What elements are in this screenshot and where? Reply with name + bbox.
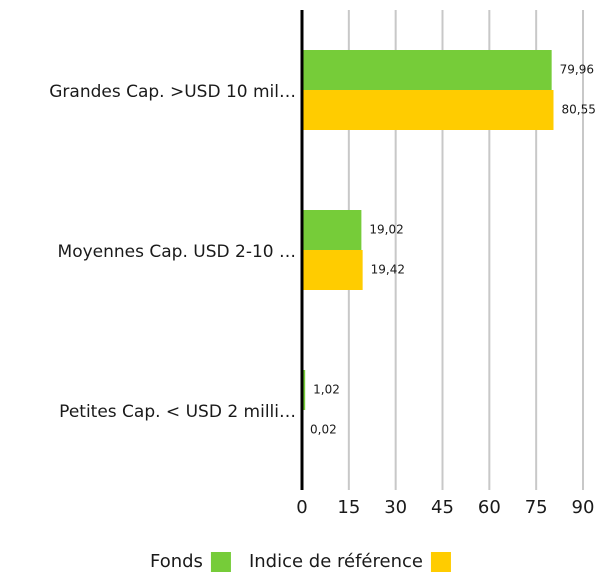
value-label: 79,96 xyxy=(560,63,594,77)
value-label: 0,02 xyxy=(310,423,337,437)
x-tick-label: 45 xyxy=(431,497,454,518)
legend-swatch xyxy=(430,552,451,572)
x-tick-label: 90 xyxy=(572,497,595,518)
legend-swatch xyxy=(210,552,231,572)
value-label: 19,02 xyxy=(369,223,403,237)
x-tick-label: 15 xyxy=(337,497,360,518)
bar xyxy=(302,370,306,410)
bar xyxy=(302,250,363,290)
value-label: 19,42 xyxy=(371,263,405,277)
legend-label: Fonds xyxy=(150,551,203,572)
x-tick-label: 0 xyxy=(296,497,307,518)
bar xyxy=(302,210,362,250)
x-tick-label: 60 xyxy=(478,497,501,518)
category-label: Petites Cap. < USD 2 milli… xyxy=(59,402,296,422)
category-label: Grandes Cap. >USD 10 mil… xyxy=(49,82,296,102)
bar xyxy=(302,50,552,90)
x-tick-label: 75 xyxy=(525,497,548,518)
category-label: Moyennes Cap. USD 2-10 … xyxy=(58,242,296,262)
value-label: 80,55 xyxy=(561,103,595,117)
x-tick-label: 30 xyxy=(384,497,407,518)
value-label: 1,02 xyxy=(313,383,340,397)
bar xyxy=(302,90,554,130)
legend-label: Indice de référence xyxy=(249,551,423,572)
